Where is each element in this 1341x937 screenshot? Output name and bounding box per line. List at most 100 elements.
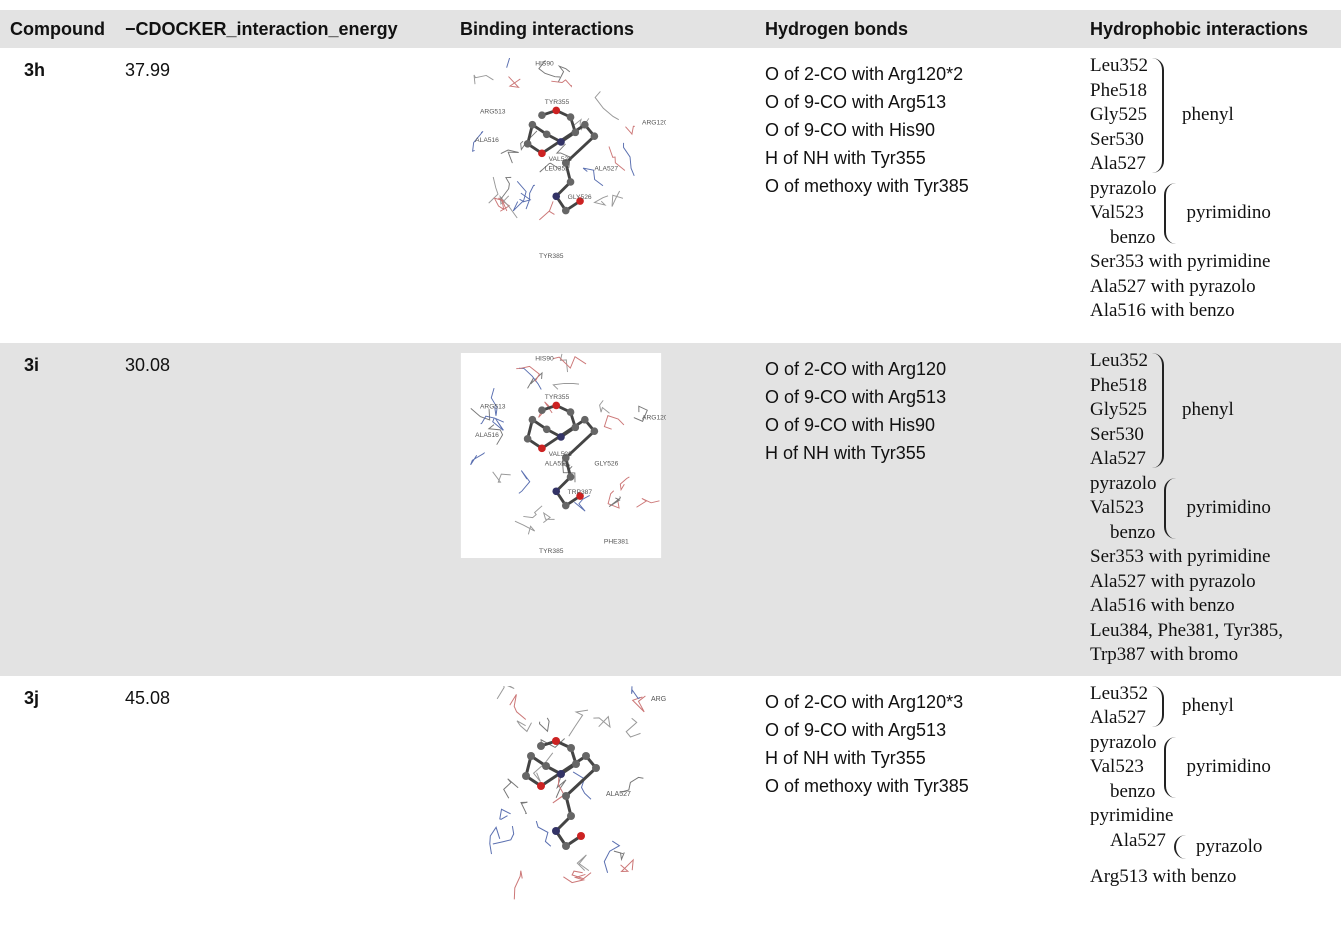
atom [552,107,560,115]
atom [557,433,565,441]
atom [529,121,537,129]
atom [543,425,551,433]
hydrophobic-line: Ala516 with benzo [1090,299,1341,324]
residue: pyrazolo [1090,472,1156,497]
hydrogen-bond: H of NH with Tyr355 [765,144,1090,172]
residue: Ala527 [1090,447,1148,472]
hydrogen-bond: O of methoxy with Tyr385 [765,172,1090,200]
group-label-box: pyrimidino [1164,737,1270,799]
docking-image: HIS90TYR355ARG513ARG120ALA516VAL523ALA52… [456,353,666,558]
residue: Ala527 [1090,152,1148,177]
hydrophobic-line: Ser353 with pyrimidine [1090,250,1341,275]
header-row: Compound −CDOCKER_interaction_energy Bin… [0,10,1341,48]
atom [591,427,599,435]
compound-cell: 3j [0,676,115,937]
hydrogen-bonds-cell: O of 2-CO with Arg120*2O of 9-CO with Ar… [755,48,1090,343]
residue: Leu352 [1090,682,1148,707]
residue-label: TRP387 [568,489,593,496]
page: Compound −CDOCKER_interaction_energy Bin… [0,0,1341,926]
hydrophobic-group: Leu352Ala527phenyl [1090,682,1341,731]
group-members: Ala527 [1090,829,1172,866]
atom [552,737,560,745]
group-members: Leu352Phe518Gly525Ser530Ala527 [1090,353,1164,468]
atom [538,150,546,158]
hydrogen-bond: O of 9-CO with Arg513 [765,716,1090,744]
residue-label: TYR355 [545,394,570,401]
energy-cell: 30.08 [115,343,450,676]
hydrophobic-cell: Leu352Ala527phenylpyrazoloVal523benzopyr… [1090,676,1341,937]
atom [567,178,575,186]
atom [581,121,589,129]
group-members: pyrazoloVal523benzo [1090,177,1162,251]
atom [571,424,579,432]
atom [537,742,545,750]
hydrogen-bonds-cell: O of 2-CO with Arg120O of 9-CO with Arg5… [755,343,1090,676]
residue-label: ARG120 [651,696,666,703]
header-cell: −CDOCKER_interaction_energy [115,10,450,48]
residue: Ser530 [1090,423,1148,448]
atom [557,138,565,146]
hydrogen-bond: H of NH with Tyr355 [765,439,1090,467]
residue: Gly525 [1090,103,1148,128]
residue-label: GLY526 [568,194,592,201]
residue: Phe518 [1090,374,1148,399]
group-label-box: pyrimidino [1164,478,1270,540]
hydrophobic-line: Ala527 with pyrazolo [1090,275,1341,300]
hydrogen-bond: O of 9-CO with His90 [765,116,1090,144]
residue: Gly525 [1090,398,1148,423]
atom [567,812,575,820]
group-label: pyrimidino [1186,201,1270,226]
hydrophobic-cell: Leu352Phe518Gly525Ser530Ala527phenylpyra… [1090,343,1341,676]
energy-cell: 37.99 [115,48,450,343]
hydrogen-bond: O of 9-CO with Arg513 [765,88,1090,116]
residue: benzo [1090,521,1156,546]
residue-label: HIS90 [535,356,554,363]
compound-cell: 3h [0,48,115,343]
hydrophobic-line: Ser353 with pyrimidine [1090,545,1341,570]
residue-label: TYR385 [539,548,564,555]
results-table: Compound −CDOCKER_interaction_energy Bin… [0,10,1341,937]
residue-label: ALA527 [545,461,569,468]
residue-label: GLY526 [594,461,618,468]
header-cell: Hydrophobic interactions [1090,10,1341,48]
atom [562,842,570,850]
group-label: pyrimidino [1186,496,1270,521]
residue: Ala527 [1090,829,1166,854]
hydrogen-bond: H of NH with Tyr355 [765,744,1090,772]
table-row: 3i30.08HIS90TYR355ARG513ARG120ALA516VAL5… [0,343,1341,676]
atom [538,111,546,119]
residue: benzo [1090,780,1156,805]
header-cell: Compound [0,10,115,48]
group-label: pyrimidino [1186,755,1270,780]
residue-label: VAL523 [549,451,572,458]
residue: benzo [1090,226,1156,251]
residue-label: ARG513 [480,403,506,410]
group-label-box: pyrazolo [1174,835,1262,860]
atom [571,129,579,137]
atom [572,760,580,768]
residue-label: ARG120 [642,415,666,422]
energy-cell: 45.08 [115,676,450,937]
atom [538,406,546,414]
residue-label: VAL523 [549,156,572,163]
compound-cell: 3i [0,343,115,676]
atom [527,752,535,760]
docking-image: HIS90TYR355ARG513ARG120ALA516VAL523LEU35… [456,58,666,263]
docking-image: ARG120ALA527 [456,686,666,901]
residue: Ala527 [1090,706,1148,731]
atom [529,416,537,424]
residue-label: TYR385 [539,253,564,260]
residue-label: ARG120 [642,120,666,127]
residue-label: ARG513 [480,108,506,115]
atom [591,132,599,140]
binding-cell: ARG120ALA527 [450,676,755,937]
residue: Leu352 [1090,54,1148,79]
atom [582,752,590,760]
atom [552,402,560,410]
